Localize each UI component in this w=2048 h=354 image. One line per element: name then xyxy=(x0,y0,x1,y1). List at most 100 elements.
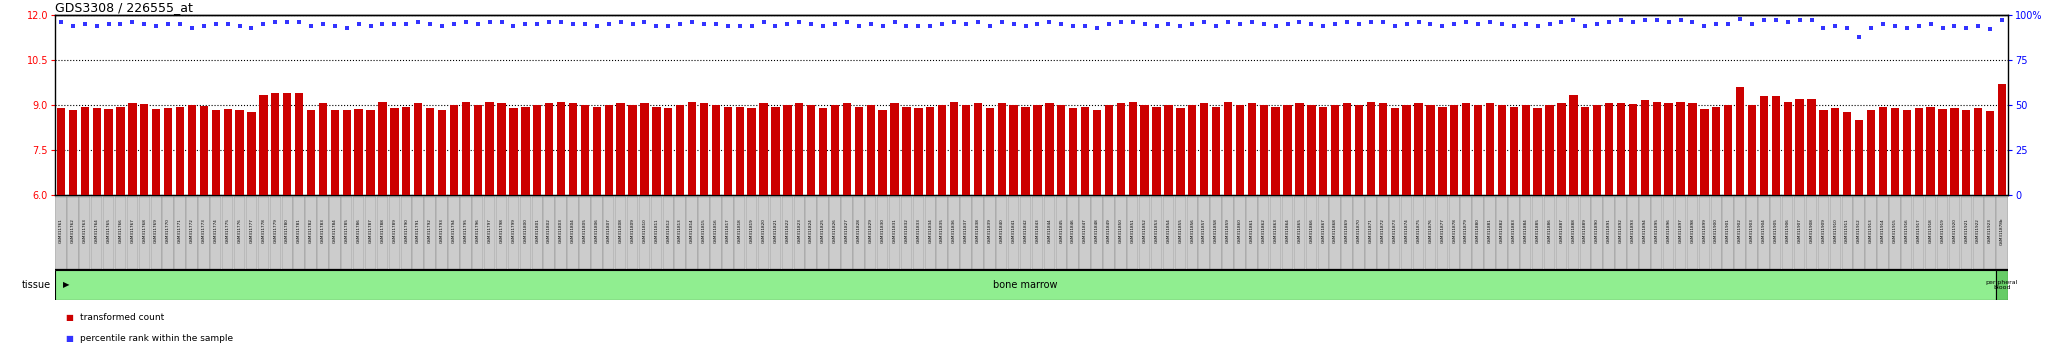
Text: GSM311818: GSM311818 xyxy=(737,219,741,244)
Point xyxy=(1104,19,1137,25)
Bar xyxy=(1341,196,1354,268)
Bar xyxy=(236,110,244,195)
Bar xyxy=(1376,196,1389,268)
Point xyxy=(770,21,803,27)
Text: GSM311915: GSM311915 xyxy=(1892,219,1896,244)
Text: GSM311789: GSM311789 xyxy=(393,218,397,244)
Bar xyxy=(1448,196,1460,268)
Bar xyxy=(1677,102,1686,195)
Text: GSM311806: GSM311806 xyxy=(594,218,598,244)
Point xyxy=(866,23,899,29)
Text: GSM311908: GSM311908 xyxy=(1810,218,1815,244)
Bar xyxy=(211,109,219,195)
Bar xyxy=(1782,196,1794,268)
Text: GSM311827: GSM311827 xyxy=(846,218,850,244)
Text: GSM311812: GSM311812 xyxy=(666,219,670,244)
Point xyxy=(330,25,362,30)
Bar xyxy=(1139,196,1151,268)
Text: GSM311891: GSM311891 xyxy=(1608,219,1612,244)
Bar xyxy=(1331,105,1339,195)
Bar xyxy=(1272,107,1280,195)
Bar xyxy=(1653,102,1661,195)
Bar xyxy=(864,196,877,268)
Point xyxy=(1640,18,1673,23)
Bar xyxy=(555,196,567,268)
Point xyxy=(188,23,221,29)
Text: GSM311883: GSM311883 xyxy=(1511,218,1516,244)
Point xyxy=(1319,21,1352,27)
Point xyxy=(389,21,422,27)
Point xyxy=(520,21,553,27)
Bar xyxy=(127,196,137,268)
Bar xyxy=(1640,101,1649,195)
Text: GSM311875: GSM311875 xyxy=(1417,218,1421,244)
Text: GSM311772: GSM311772 xyxy=(190,218,195,244)
Bar xyxy=(1556,103,1565,195)
Bar xyxy=(248,112,256,195)
Bar xyxy=(723,107,731,195)
Text: GSM311797: GSM311797 xyxy=(487,218,492,244)
Bar xyxy=(233,196,246,268)
Text: GSM311890: GSM311890 xyxy=(1595,218,1599,244)
Bar xyxy=(295,93,303,195)
Text: GSM311831: GSM311831 xyxy=(893,219,897,244)
Text: GSM311901: GSM311901 xyxy=(1726,219,1731,244)
Bar xyxy=(1034,105,1042,195)
Bar xyxy=(735,107,743,195)
Bar xyxy=(1901,196,1913,268)
Bar xyxy=(963,105,971,195)
Bar xyxy=(616,103,625,195)
Bar xyxy=(1651,196,1663,268)
Text: GSM311811: GSM311811 xyxy=(655,219,657,243)
Bar xyxy=(1260,105,1268,195)
Point xyxy=(485,19,518,25)
Bar xyxy=(485,102,494,195)
Text: GSM311803: GSM311803 xyxy=(559,218,563,244)
Bar xyxy=(1223,196,1233,268)
Bar xyxy=(1972,196,1985,268)
Bar xyxy=(641,103,649,195)
Text: GSM311871: GSM311871 xyxy=(1368,219,1372,244)
Point xyxy=(913,23,946,29)
Text: GSM311878b: GSM311878b xyxy=(2001,217,2005,245)
Bar xyxy=(1866,196,1876,268)
Bar xyxy=(1997,270,2007,300)
Bar xyxy=(1081,107,1090,195)
Bar xyxy=(1735,196,1745,268)
Point xyxy=(367,21,399,27)
Text: GSM311783: GSM311783 xyxy=(322,218,326,244)
Bar xyxy=(438,109,446,195)
Point xyxy=(426,23,459,29)
Point xyxy=(676,19,709,25)
Bar xyxy=(1556,196,1567,268)
Bar xyxy=(1569,95,1577,195)
Text: GSM311888: GSM311888 xyxy=(1571,218,1575,244)
Point xyxy=(1712,21,1745,27)
Text: GSM311880: GSM311880 xyxy=(1477,218,1481,244)
Bar xyxy=(1616,196,1626,268)
Bar xyxy=(1591,196,1604,268)
Point xyxy=(1937,23,1970,29)
Point xyxy=(1604,18,1636,23)
Bar xyxy=(782,105,791,195)
Point xyxy=(164,21,197,27)
Text: GSM311853: GSM311853 xyxy=(1155,218,1159,244)
Bar xyxy=(1927,107,1935,195)
Bar xyxy=(1284,105,1292,195)
Text: GSM311800: GSM311800 xyxy=(524,218,528,244)
Bar xyxy=(102,196,115,268)
Bar xyxy=(522,107,530,195)
Point xyxy=(1675,19,1708,25)
Point xyxy=(354,23,387,29)
Bar xyxy=(436,196,449,268)
Bar xyxy=(1450,105,1458,195)
Text: GSM311910: GSM311910 xyxy=(1833,219,1837,244)
Bar xyxy=(1114,196,1126,268)
Bar xyxy=(1663,196,1675,268)
Point xyxy=(700,21,733,27)
Bar xyxy=(1868,109,1876,195)
Bar xyxy=(188,105,197,195)
Text: GSM311788: GSM311788 xyxy=(381,218,385,244)
Text: GSM311899: GSM311899 xyxy=(1702,218,1706,244)
Text: GSM311791: GSM311791 xyxy=(416,219,420,244)
